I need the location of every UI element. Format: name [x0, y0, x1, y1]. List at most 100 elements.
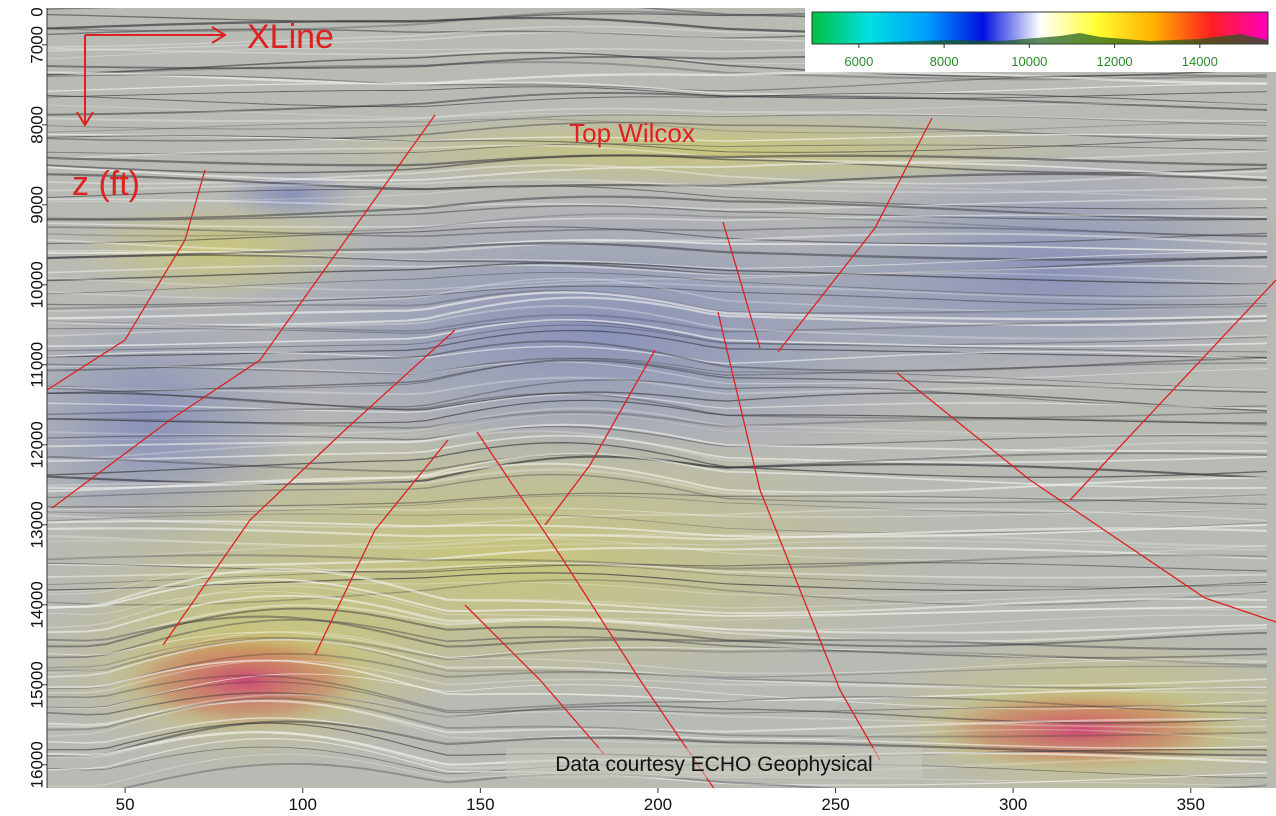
reflector [47, 92, 1268, 116]
reflector [47, 262, 1268, 285]
reflector [47, 114, 1268, 130]
reflector [47, 579, 1268, 606]
reflector [47, 172, 1268, 191]
y-tick-label: 14000 [27, 581, 46, 628]
reflector [47, 562, 1268, 573]
reflector [47, 578, 1267, 617]
reflector [47, 699, 1267, 734]
reflector [47, 426, 1268, 447]
reflector [47, 692, 1268, 724]
y-tick-label: 12000 [27, 421, 46, 468]
y-tick-label: 10000 [27, 261, 46, 308]
reflector [47, 277, 1268, 312]
reflector [47, 673, 1268, 710]
y-top-label: 0 [27, 7, 46, 16]
reflector [47, 546, 1268, 567]
reflector [47, 282, 1268, 300]
reflector [47, 520, 1268, 538]
x-tick-label: 150 [466, 795, 494, 814]
reflector [47, 319, 1268, 346]
reflector [47, 318, 1268, 348]
reflector [47, 674, 1268, 714]
reflector [47, 564, 1268, 609]
reflector [47, 359, 1268, 394]
reflector [47, 532, 1268, 548]
reflector [47, 568, 1268, 615]
fault-lines [47, 114, 1276, 788]
reflector [47, 107, 1267, 123]
reflector [47, 540, 1268, 551]
reflector [47, 507, 1268, 518]
reflector [47, 564, 1268, 588]
colorbar-tick-label: 8000 [930, 54, 959, 69]
x-tick-label: 300 [999, 795, 1027, 814]
reflector [47, 636, 1268, 679]
reflector [47, 693, 1268, 728]
reflector [47, 473, 1268, 504]
reflector [47, 462, 1268, 494]
reflector [47, 631, 1268, 663]
reflector [47, 607, 1268, 648]
reflector [47, 135, 1268, 153]
y-tick-label: 11000 [27, 342, 46, 388]
reflector [47, 357, 1268, 390]
y-tick-label: 8000 [27, 106, 46, 144]
reflector [47, 492, 1268, 508]
reflector [47, 71, 1268, 85]
reflector [47, 154, 1268, 174]
reflector [47, 391, 1268, 412]
reflector [47, 572, 1268, 591]
reflector [47, 681, 1268, 714]
reflector [47, 379, 1268, 408]
reflector [47, 291, 1268, 321]
reflector [47, 413, 1268, 440]
reflector [47, 296, 1268, 327]
reflector [47, 699, 1268, 745]
reflector [47, 305, 1268, 340]
reflector [47, 581, 1268, 597]
x-tick-label: 250 [821, 795, 849, 814]
reflector [47, 357, 1268, 376]
reflector [47, 590, 1268, 624]
reflector [47, 161, 1268, 182]
y-tick-label: 7000 [27, 26, 46, 64]
reflector [47, 226, 1268, 238]
reflector [47, 214, 1268, 228]
reflector [47, 508, 1268, 528]
reflector [47, 361, 1268, 385]
reflector [47, 637, 1268, 672]
colorbar-tick-label: 6000 [844, 54, 873, 69]
reflector [47, 226, 1268, 245]
reflector [47, 393, 1268, 414]
reflector [47, 527, 1268, 541]
reflector [47, 407, 1268, 436]
reflector [47, 399, 1267, 424]
reflector [47, 61, 1268, 81]
reflector [47, 604, 1268, 643]
reflector [47, 442, 1268, 478]
credit: Data courtesy ECHO Geophysical [555, 753, 872, 776]
horizon-label: Top Wilcox [569, 118, 695, 148]
reflector [47, 242, 1268, 261]
reflector [47, 92, 1268, 108]
colorbar: 6000 8000 10000 12000 14000 [805, 6, 1276, 72]
reflector [47, 615, 1268, 651]
reflector [47, 423, 1268, 453]
x-tick-label: 350 [1177, 795, 1205, 814]
reflector [47, 468, 1268, 500]
colorbar-tick-label: 14000 [1182, 54, 1218, 69]
reflector [47, 638, 1268, 688]
reflector [47, 513, 1268, 534]
reflector [47, 737, 1268, 786]
colorbar-tick-label: 12000 [1097, 54, 1133, 69]
x-tick-label: 100 [289, 795, 317, 814]
reflector [47, 313, 1268, 333]
reflector [47, 495, 1268, 514]
reflector [47, 285, 1268, 306]
reflector [47, 410, 1268, 430]
reflector [47, 81, 1268, 95]
colorbar-tick-label: 10000 [1011, 54, 1047, 69]
reflector [47, 178, 1268, 194]
reflector [47, 205, 1268, 221]
